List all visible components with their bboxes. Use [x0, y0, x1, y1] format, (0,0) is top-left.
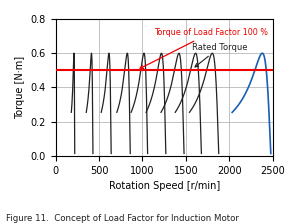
- Text: Rated Torque: Rated Torque: [192, 43, 248, 67]
- Text: Figure 11.  Concept of Load Factor for Induction Motor: Figure 11. Concept of Load Factor for In…: [6, 214, 239, 223]
- Y-axis label: Torque [N·m]: Torque [N·m]: [15, 56, 25, 119]
- Text: Torque of Load Factor 100 %: Torque of Load Factor 100 %: [140, 28, 268, 68]
- X-axis label: Rotation Speed [r/min]: Rotation Speed [r/min]: [109, 181, 220, 191]
